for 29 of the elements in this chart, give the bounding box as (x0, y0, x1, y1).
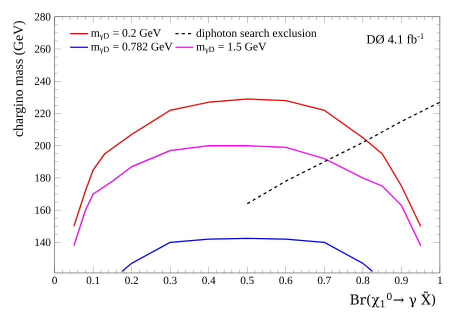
legend-label: m$_{γD}$ = 1.5 GeV (196, 42, 266, 54)
x-tick-label: 1 (438, 276, 442, 284)
x-tick-label: 0.3 (164, 276, 177, 284)
y-tick-label: 260 (34, 45, 50, 53)
line-series (121, 237, 374, 272)
x-tick-label: 0.6 (279, 276, 292, 284)
annotation: DØ 4.1 fb$^{-1}$ (366, 33, 424, 44)
line-series (73, 144, 422, 246)
x-axis-title: Br(χ$_{1}$$^{0}$→ γ X̃) (350, 291, 436, 308)
x-tick-label: 0.5 (240, 276, 254, 284)
y-tick-label: 200 (34, 142, 50, 150)
y-tick-label: 280 (34, 12, 50, 20)
y-tick-label: 160 (35, 206, 50, 214)
y-tick-label: 180 (35, 174, 50, 182)
y-tick-label: 240 (34, 77, 50, 85)
x-tick-label: 0.4 (202, 276, 216, 284)
x-tick-label: 0.7 (318, 276, 331, 284)
legend-label: m$_{γD}$ = 0.782 GeV (91, 42, 173, 54)
legend-label: m$_{γD}$ = 0.2 GeV (91, 28, 161, 40)
x-tick-label: 0 (52, 276, 57, 284)
x-tick-label: 0.8 (356, 276, 370, 284)
x-tick-label: 0.9 (394, 276, 408, 284)
y-tick-label: 140 (35, 238, 50, 246)
x-tick-label: 0.2 (125, 276, 138, 284)
line-series (73, 98, 422, 227)
x-tick-label: 0.1 (86, 276, 100, 284)
legend-label: diphoton search exclusion (196, 28, 316, 40)
y-tick-label: 220 (34, 110, 50, 117)
y-axis-title: chargino mass (GeV) (13, 20, 26, 136)
